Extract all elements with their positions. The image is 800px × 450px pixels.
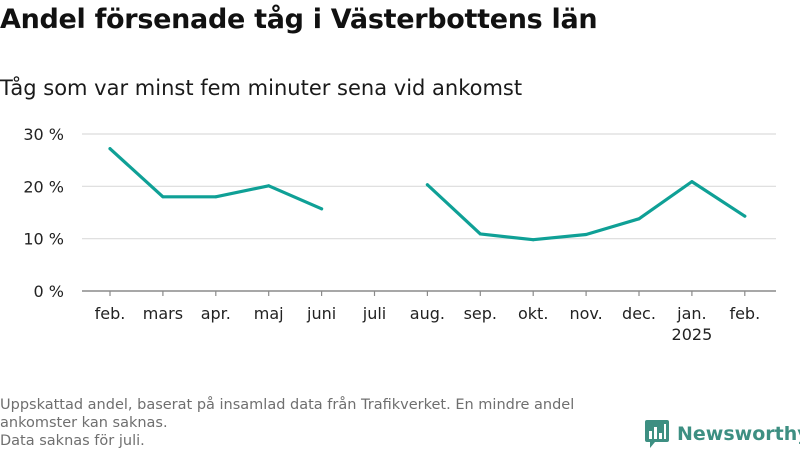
data-point <box>478 232 482 236</box>
x-tick-label: maj <box>254 304 284 323</box>
data-point <box>690 180 694 184</box>
data-point <box>584 232 588 236</box>
x-tick-sublabel: 2025 <box>672 325 713 344</box>
x-tick-label: nov. <box>569 304 602 323</box>
footnote-line-2: Data saknas för juli. <box>0 433 145 449</box>
x-tick-label: aug. <box>410 304 445 323</box>
x-tick-label: feb. <box>729 304 760 323</box>
x-axis-ticks: feb. mars apr. maj juni juli aug. sep. okt. nov. d… <box>95 291 760 344</box>
data-point <box>743 214 747 218</box>
bar-chart-logo-icon <box>645 420 669 448</box>
data-point <box>161 195 165 199</box>
x-tick-label: sep. <box>464 304 497 323</box>
footnote-line-1: Uppskattad andel, baserat på insamlad da… <box>0 397 575 431</box>
x-tick-label: apr. <box>201 304 231 323</box>
data-point <box>531 238 535 242</box>
y-tick-label: 30 % <box>23 125 64 144</box>
x-tick-label: feb. <box>95 304 126 323</box>
x-tick-label: okt. <box>518 304 548 323</box>
series-line-segment-2 <box>425 180 747 242</box>
data-point <box>267 184 271 188</box>
y-axis-ticks: 0 % 10 % 20 % 30 % <box>23 125 64 301</box>
data-point <box>320 207 324 211</box>
x-tick-label: dec. <box>622 304 656 323</box>
brand-logo: Newsworthy <box>645 419 800 449</box>
series-line-segment-1 <box>108 147 324 211</box>
x-tick-label: juli <box>362 304 386 323</box>
brand-name: Newsworthy <box>677 423 800 445</box>
chart-title: Andel försenade tåg i Västerbottens län <box>0 4 598 35</box>
x-tick-label: mars <box>143 304 183 323</box>
data-point <box>425 183 429 187</box>
data-point <box>637 217 641 221</box>
y-tick-label: 20 % <box>23 177 64 196</box>
gridlines <box>82 133 776 292</box>
series-lines <box>108 147 747 242</box>
x-tick-label: juni <box>306 304 336 323</box>
line-chart: 0 % 10 % 20 % 30 % feb. mars apr. maj juni juli a… <box>23 125 776 344</box>
x-tick-label: jan. <box>676 304 706 323</box>
y-tick-label: 0 % <box>34 282 64 301</box>
data-point <box>108 147 112 151</box>
y-tick-label: 10 % <box>23 230 64 249</box>
footnote: Uppskattad andel, baserat på insamlad da… <box>0 396 640 450</box>
data-point <box>214 195 218 199</box>
chart-subtitle: Tåg som var minst fem minuter sena vid a… <box>0 76 523 100</box>
